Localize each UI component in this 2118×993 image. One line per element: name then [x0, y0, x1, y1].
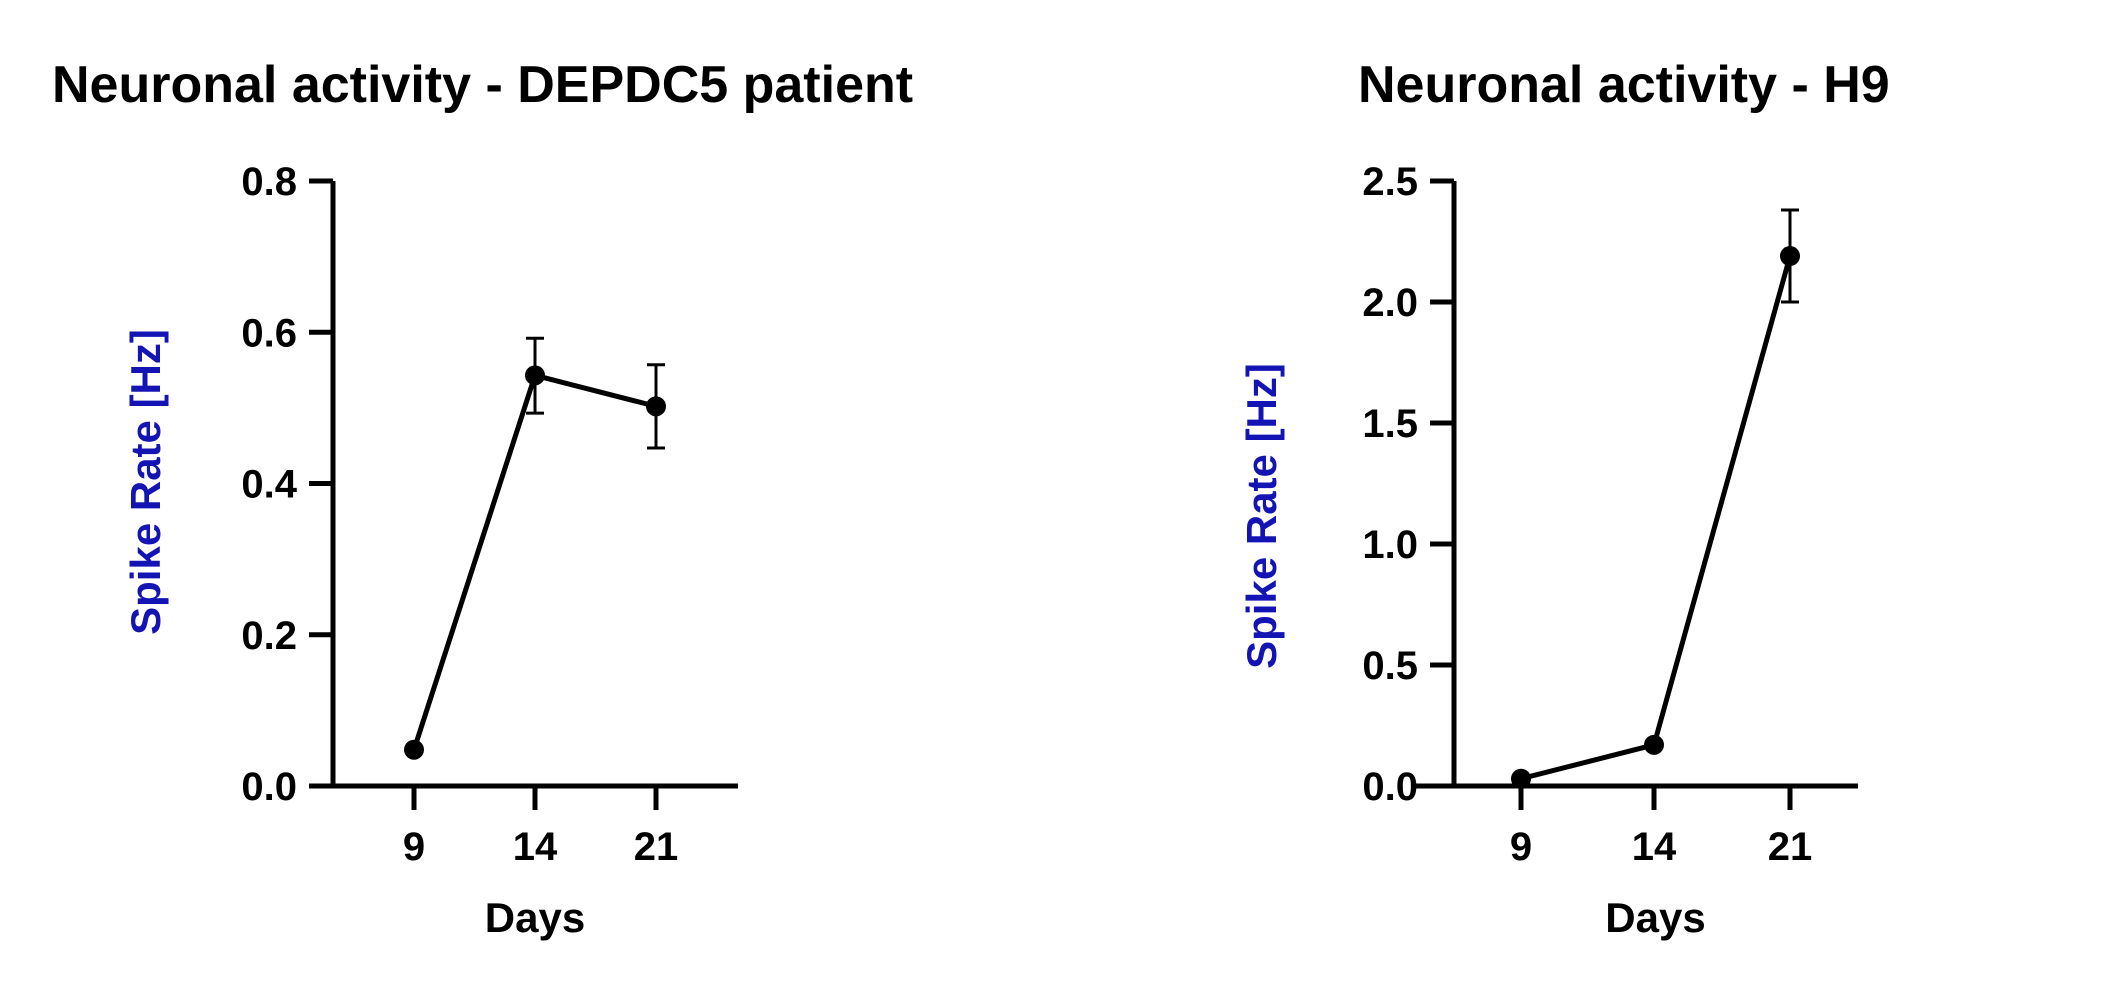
- y-tick-label: 0.0: [1362, 765, 1418, 809]
- data-point: [646, 396, 666, 417]
- y-tick-label: 2.5: [1362, 160, 1418, 204]
- data-point: [1644, 734, 1664, 755]
- y-tick-label: 0.6: [241, 311, 297, 355]
- y-axis-label: Spike Rate [Hz]: [1238, 363, 1285, 669]
- series-line: [1520, 255, 1793, 782]
- y-tick-label: 0.8: [241, 160, 297, 204]
- y-axis-label: Spike Rate [Hz]: [122, 329, 169, 635]
- y-tick-label: 0.2: [241, 614, 297, 658]
- y-tick-label: 1.0: [1362, 523, 1418, 567]
- y-tick-label: 0.5: [1362, 644, 1418, 688]
- chart-title: Neuronal activity - H9: [1358, 56, 1890, 114]
- y-tick-label: 0.4: [241, 463, 297, 507]
- chart-panel-1: Neuronal activity - H9 0.0 0.5 1.0 1.5 2.0 2.5…: [1238, 56, 1890, 941]
- data-point: [1511, 768, 1531, 789]
- x-tick-label: 9: [1510, 825, 1532, 869]
- x-tick-label: 14: [513, 825, 558, 869]
- x-tick-label: 9: [403, 825, 425, 869]
- x-axis-label: Days: [1605, 894, 1705, 941]
- y-tick-label: 1.5: [1362, 402, 1418, 446]
- y-tick-label: 0.0: [241, 765, 297, 809]
- data-point: [404, 739, 424, 760]
- data-point: [1780, 246, 1800, 267]
- chart-title: Neuronal activity - DEPDC5 patient: [52, 56, 913, 114]
- x-tick-label: 14: [1632, 825, 1677, 869]
- series-line: [411, 372, 657, 751]
- data-point: [525, 365, 545, 386]
- y-tick-label: 2.0: [1362, 281, 1418, 325]
- chart-panel-0: Neuronal activity - DEPDC5 patient 0.0 0.2…: [52, 56, 913, 941]
- x-tick-label: 21: [1768, 825, 1813, 869]
- x-axis-label: Days: [485, 894, 585, 941]
- x-tick-label: 21: [634, 825, 679, 869]
